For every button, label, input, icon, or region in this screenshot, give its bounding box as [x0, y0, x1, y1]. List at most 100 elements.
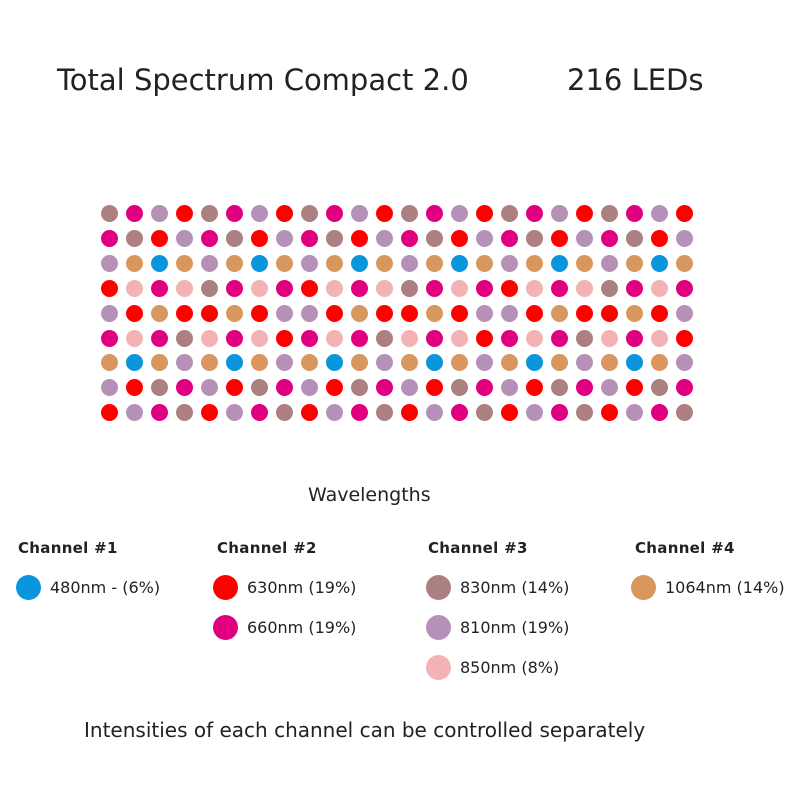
- led-dot: [600, 279, 618, 297]
- led-dot: [400, 205, 418, 222]
- led-dot: [625, 205, 643, 222]
- led-dot: [600, 254, 618, 272]
- led-dot: [350, 254, 368, 272]
- led-dot: [675, 205, 693, 222]
- led-dot: [125, 254, 143, 272]
- led-dot: [550, 304, 568, 322]
- color-swatch: [213, 575, 238, 600]
- led-dot: [325, 404, 343, 422]
- led-dot: [625, 254, 643, 272]
- led-dot: [600, 379, 618, 397]
- channel-2-label: Channel #2: [217, 539, 317, 557]
- led-dot: [450, 279, 468, 297]
- led-dot: [275, 354, 293, 372]
- led-dot: [450, 329, 468, 347]
- led-dot: [475, 404, 493, 422]
- led-dot: [300, 404, 318, 422]
- led-dot: [200, 229, 218, 247]
- led-dot: [550, 329, 568, 347]
- led-dot: [175, 229, 193, 247]
- led-dot: [225, 205, 243, 222]
- led-dot: [150, 254, 168, 272]
- led-dot: [650, 354, 668, 372]
- led-dot: [475, 229, 493, 247]
- led-dot: [625, 329, 643, 347]
- led-dot: [625, 279, 643, 297]
- led-dot: [600, 329, 618, 347]
- color-swatch: [426, 575, 451, 600]
- led-dot: [250, 404, 268, 422]
- led-count: 216 LEDs: [567, 63, 704, 97]
- led-dot: [575, 229, 593, 247]
- led-dot: [125, 404, 143, 422]
- product-title: Total Spectrum Compact 2.0: [57, 63, 469, 97]
- led-dot: [325, 379, 343, 397]
- led-dot: [175, 329, 193, 347]
- color-swatch: [426, 655, 451, 680]
- led-dot: [300, 304, 318, 322]
- legend-label: 630nm (19%): [247, 578, 357, 597]
- led-dot: [125, 229, 143, 247]
- wavelengths-heading: Wavelengths: [308, 484, 431, 506]
- led-dot: [375, 329, 393, 347]
- led-dot: [150, 404, 168, 422]
- led-dot: [150, 379, 168, 397]
- led-dot: [175, 254, 193, 272]
- led-dot: [575, 379, 593, 397]
- led-dot: [575, 304, 593, 322]
- led-dot: [625, 354, 643, 372]
- led-dot: [100, 279, 118, 297]
- led-dot: [150, 304, 168, 322]
- led-dot: [325, 205, 343, 222]
- led-dot: [300, 354, 318, 372]
- led-dot: [275, 304, 293, 322]
- led-dot: [100, 329, 118, 347]
- led-dot: [350, 279, 368, 297]
- led-dot: [525, 279, 543, 297]
- led-dot: [325, 279, 343, 297]
- led-dot: [375, 205, 393, 222]
- led-dot: [200, 354, 218, 372]
- led-dot: [550, 404, 568, 422]
- led-dot: [475, 279, 493, 297]
- led-dot: [300, 379, 318, 397]
- led-dot: [675, 379, 693, 397]
- led-dot: [200, 254, 218, 272]
- led-dot: [375, 254, 393, 272]
- led-dot: [400, 354, 418, 372]
- led-dot: [450, 304, 468, 322]
- led-dot: [250, 279, 268, 297]
- led-dot: [625, 404, 643, 422]
- led-dot: [650, 279, 668, 297]
- led-dot: [650, 329, 668, 347]
- led-dot: [300, 205, 318, 222]
- color-swatch: [426, 615, 451, 640]
- led-dot: [425, 404, 443, 422]
- led-dot: [350, 404, 368, 422]
- led-dot: [550, 229, 568, 247]
- led-dot: [300, 229, 318, 247]
- led-dot: [100, 254, 118, 272]
- led-dot: [500, 205, 518, 222]
- led-dot: [325, 254, 343, 272]
- led-dot: [275, 229, 293, 247]
- footer-note: Intensities of each channel can be contr…: [84, 718, 646, 742]
- legend-item: 630nm (19%): [213, 575, 356, 600]
- led-dot: [650, 229, 668, 247]
- led-dot: [250, 354, 268, 372]
- legend-label: 660nm (19%): [247, 618, 357, 637]
- led-dot: [625, 229, 643, 247]
- led-dot: [150, 329, 168, 347]
- led-dot: [475, 304, 493, 322]
- led-dot: [575, 404, 593, 422]
- channel-1-label: Channel #1: [18, 539, 118, 557]
- led-dot: [325, 229, 343, 247]
- led-dot: [425, 205, 443, 222]
- led-dot: [525, 205, 543, 222]
- led-dot: [475, 354, 493, 372]
- led-dot: [275, 379, 293, 397]
- led-dot: [500, 229, 518, 247]
- led-dot: [250, 329, 268, 347]
- led-dot: [475, 254, 493, 272]
- led-dot: [400, 329, 418, 347]
